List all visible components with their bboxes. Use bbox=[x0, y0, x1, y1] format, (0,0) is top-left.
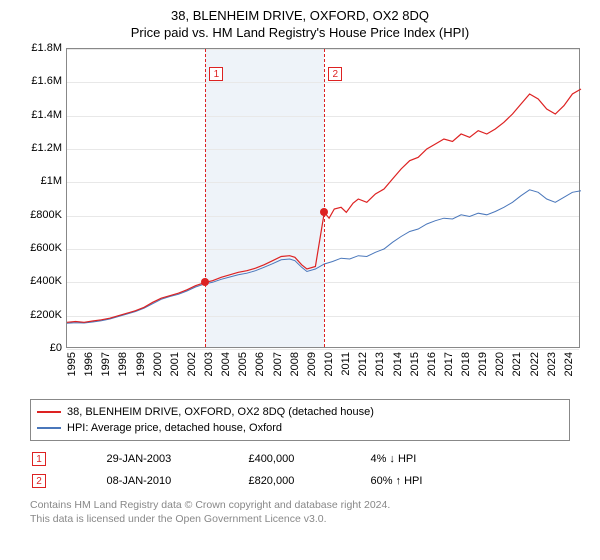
chart-area: 12 £0£200K£400K£600K£800K£1M£1.2M£1.4M£1… bbox=[20, 48, 580, 393]
y-tick-label: £0 bbox=[20, 342, 62, 354]
event-delta: 4% ↓ HPI bbox=[370, 449, 568, 469]
y-tick-label: £1M bbox=[20, 175, 62, 187]
event-badge: 2 bbox=[328, 67, 342, 81]
y-tick-label: £600K bbox=[20, 242, 62, 254]
gridline bbox=[67, 349, 579, 350]
legend: 38, BLENHEIM DRIVE, OXFORD, OX2 8DQ (det… bbox=[30, 399, 570, 441]
footer-line-1: Contains HM Land Registry data © Crown c… bbox=[30, 499, 570, 513]
line-svg bbox=[67, 49, 579, 347]
y-tick-label: £800K bbox=[20, 209, 62, 221]
footer: Contains HM Land Registry data © Crown c… bbox=[30, 499, 570, 526]
event-price: £400,000 bbox=[248, 449, 368, 469]
event-line bbox=[205, 49, 206, 347]
event-row: 1 29-JAN-2003£400,0004% ↓ HPI bbox=[32, 449, 568, 469]
legend-row: HPI: Average price, detached house, Oxfo… bbox=[37, 420, 563, 436]
legend-swatch bbox=[37, 411, 61, 413]
sale-point bbox=[201, 278, 209, 286]
y-tick-label: £200K bbox=[20, 309, 62, 321]
y-tick-label: £1.6M bbox=[20, 75, 62, 87]
y-tick-label: £400K bbox=[20, 275, 62, 287]
event-delta: 60% ↑ HPI bbox=[370, 471, 568, 491]
legend-label: HPI: Average price, detached house, Oxfo… bbox=[67, 422, 282, 434]
plot-region: 12 bbox=[66, 48, 580, 348]
chart-title: 38, BLENHEIM DRIVE, OXFORD, OX2 8DQ bbox=[12, 8, 588, 23]
event-row-badge: 2 bbox=[32, 474, 46, 488]
event-price: £820,000 bbox=[248, 471, 368, 491]
event-row: 2 08-JAN-2010£820,00060% ↑ HPI bbox=[32, 471, 568, 491]
event-date: 29-JAN-2003 bbox=[106, 449, 246, 469]
legend-swatch bbox=[37, 427, 61, 429]
sale-point bbox=[320, 208, 328, 216]
y-tick-label: £1.4M bbox=[20, 109, 62, 121]
y-tick-label: £1.2M bbox=[20, 142, 62, 154]
legend-row: 38, BLENHEIM DRIVE, OXFORD, OX2 8DQ (det… bbox=[37, 404, 563, 420]
event-badge: 1 bbox=[209, 67, 223, 81]
event-row-badge: 1 bbox=[32, 452, 46, 466]
event-date: 08-JAN-2010 bbox=[106, 471, 246, 491]
x-tick-label: 2024 bbox=[563, 352, 600, 392]
footer-line-2: This data is licensed under the Open Gov… bbox=[30, 513, 570, 527]
y-tick-label: £1.8M bbox=[20, 42, 62, 54]
legend-label: 38, BLENHEIM DRIVE, OXFORD, OX2 8DQ (det… bbox=[67, 406, 374, 418]
events-table: 1 29-JAN-2003£400,0004% ↓ HPI 2 08-JAN-2010… bbox=[30, 447, 570, 493]
event-line bbox=[324, 49, 325, 347]
chart-subtitle: Price paid vs. HM Land Registry's House … bbox=[12, 25, 588, 40]
